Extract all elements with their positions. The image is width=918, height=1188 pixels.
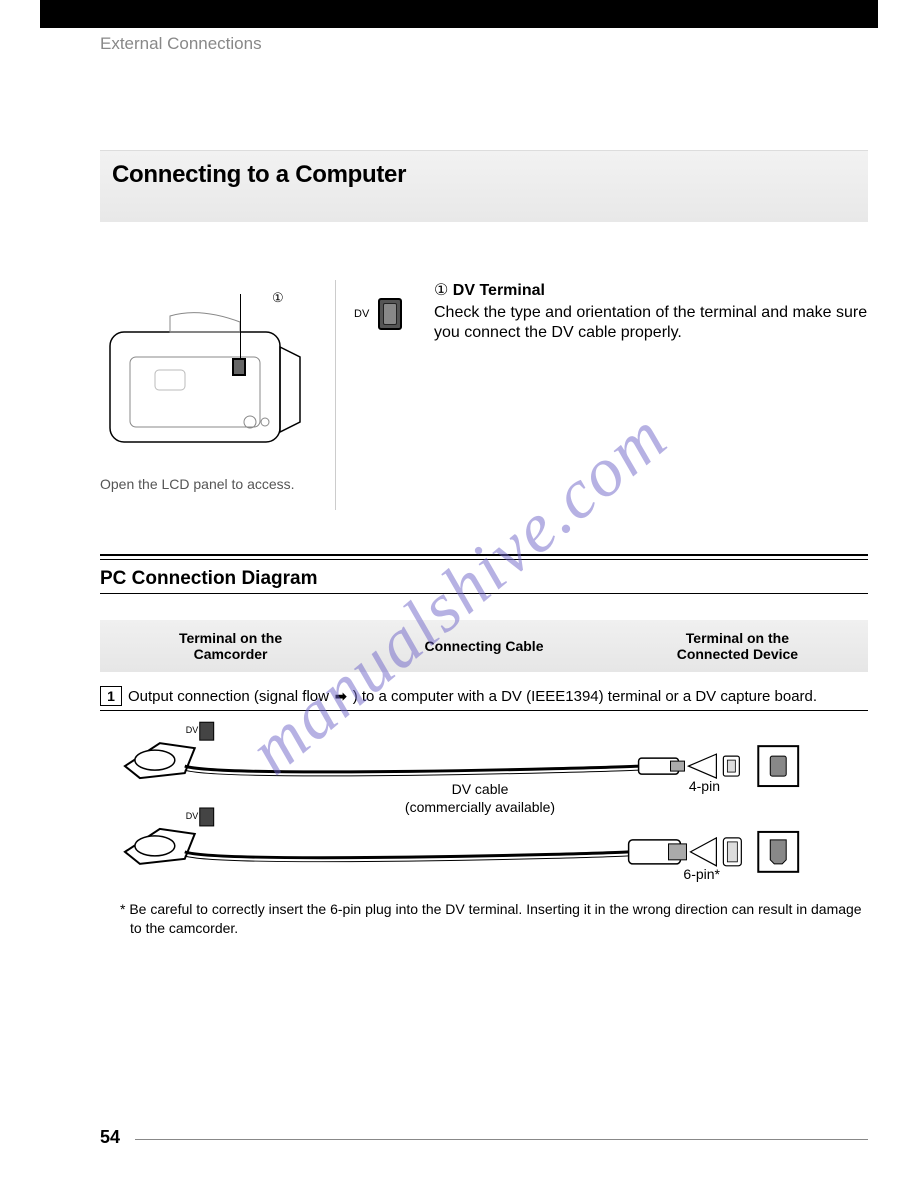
cable-diagram: DV DV [100, 718, 868, 888]
th-col3-text: Terminal on the Connected Device [652, 630, 822, 662]
dv-terminal-heading: ① DV Terminal [434, 280, 868, 300]
page-number: 54 [100, 1127, 120, 1148]
callout-number-1 [272, 290, 284, 306]
section-title-box: Connecting to a Computer [100, 150, 868, 222]
dv-icon-column: DV [354, 280, 434, 510]
subsection-underline [100, 593, 868, 594]
footnote: * Be careful to correctly insert the 6-p… [120, 900, 868, 938]
signal-flow-arrow-icon: ➡ [335, 688, 347, 705]
subsection-title: PC Connection Diagram [100, 568, 317, 590]
dv-label: DV [354, 308, 369, 320]
circled-1: ① [434, 282, 448, 299]
page-number-rule [135, 1139, 868, 1140]
camcorder-column: Open the LCD panel to access. [100, 280, 335, 510]
connection-row-1: 1 Output connection (signal flow ➡ ) to … [100, 686, 868, 711]
top-black-bar [40, 0, 878, 28]
callout-leader-line [240, 294, 241, 358]
th-col1-text: Terminal on the Camcorder [156, 630, 306, 662]
camcorder-caption: Open the LCD panel to access. [100, 475, 335, 493]
cable-caption-line2: (commercially available) [405, 799, 555, 815]
label-4pin: 4-pin [689, 778, 720, 794]
diagram-header-band: Terminal on the Camcorder Connecting Cab… [100, 620, 868, 672]
th-terminal-camcorder: Terminal on the Camcorder [100, 630, 361, 662]
vertical-divider [335, 280, 336, 510]
dv-description-column: ① DV Terminal Check the type and orienta… [434, 280, 868, 510]
cable-caption-line1: DV cable [452, 781, 509, 797]
th-connecting-cable: Connecting Cable [361, 638, 607, 654]
connection-text-b: ) to a computer with a DV (IEEE1394) ter… [353, 688, 817, 705]
camcorder-illustration [100, 302, 310, 457]
cable-caption: DV cable (commercially available) [380, 780, 580, 816]
connection-text-a: Output connection (signal flow [128, 688, 329, 705]
label-6pin: 6-pin* [683, 866, 720, 882]
chapter-header: External Connections [100, 34, 262, 54]
dv-terminal-body: Check the type and orientation of the te… [434, 303, 868, 343]
dv-terminal-heading-text: DV Terminal [453, 282, 545, 299]
camcorder-svg [100, 302, 310, 457]
th-terminal-device: Terminal on the Connected Device [607, 630, 868, 662]
boxed-number-1: 1 [100, 686, 122, 706]
section-title: Connecting to a Computer [112, 161, 856, 189]
double-rule [100, 554, 868, 560]
dv-connector-icon [378, 298, 402, 330]
dv-tag-bottom: DV [186, 811, 198, 821]
terminal-row: Open the LCD panel to access. DV ① DV Te… [100, 280, 868, 510]
dv-tag-top: DV [186, 725, 198, 735]
